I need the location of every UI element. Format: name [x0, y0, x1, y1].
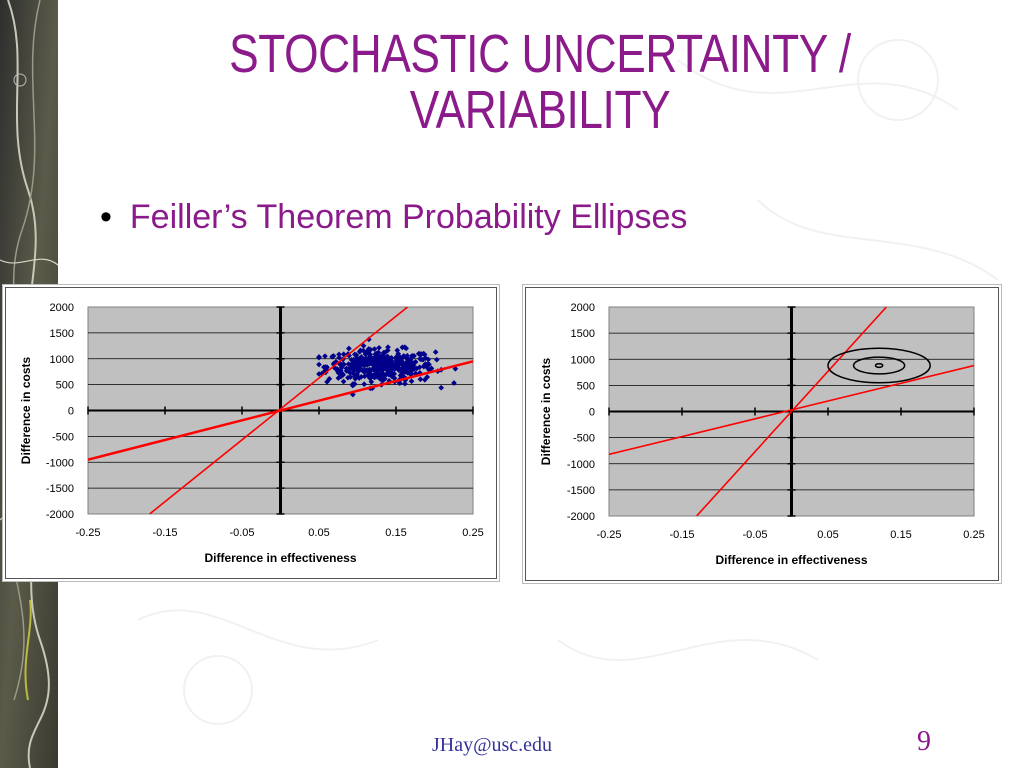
- ellipse-chart-box: 2000 1500 1000 500 0 -500 -1000 -1500 -2000 -0.25…: [525, 287, 999, 581]
- scatter-point: [316, 371, 322, 377]
- scatter-point: [393, 357, 400, 364]
- scatter-point: [425, 356, 432, 363]
- y-tick-label: -1000: [46, 457, 74, 469]
- x-tick-label: 0.05: [308, 527, 329, 539]
- probability-ellipse: [874, 362, 884, 369]
- background-watermark: [137, 39, 999, 725]
- scatter-point: [353, 355, 360, 361]
- scatter-point: [378, 353, 384, 360]
- scatter-point: [338, 373, 344, 380]
- scatter-point: [401, 361, 407, 367]
- scatter-point: [375, 370, 382, 377]
- slide-title: STOCHASTIC UNCERTAINTY / VARIABILITY: [171, 26, 909, 138]
- bullet-text: Feiller’s Theorem Probability Ellipses: [129, 198, 688, 236]
- scatter-point: [351, 360, 358, 366]
- y-axis-title: Difference in costs: [539, 357, 553, 465]
- bullet-item: • Feiller’s Theorem Probability Ellipses: [100, 198, 687, 237]
- x-tick-label: 0.05: [817, 529, 838, 541]
- title-line-2: VARIABILITY: [409, 80, 671, 140]
- scatter-chart: 2000 1500 1000 500 0 -500 -1000 -1500 -2000-0.25…: [19, 302, 484, 565]
- ratio-line: [88, 360, 473, 461]
- y-axis-title: Difference in costs: [19, 356, 33, 464]
- x-tick-label: 0.15: [385, 527, 406, 539]
- scatter-point: [321, 364, 327, 370]
- y-tick-label: 1500: [50, 328, 74, 340]
- footer-email: JHay@usc.edu: [432, 734, 553, 756]
- scatter-point: [378, 362, 385, 369]
- scatter-point: [336, 354, 343, 361]
- scatter-point: [364, 362, 371, 368]
- scatter-point: [415, 350, 422, 357]
- probability-ellipse: [852, 356, 906, 375]
- scatter-point: [324, 379, 330, 385]
- scatter-point: [351, 351, 358, 358]
- y-tick-label: 2000: [571, 302, 595, 314]
- y-tick-label: 1000: [571, 354, 595, 366]
- ratio-line: [609, 364, 974, 456]
- y-tick-label: 0: [68, 406, 74, 418]
- scatter-point: [365, 355, 372, 361]
- scatter-point: [336, 351, 342, 358]
- scatter-point: [426, 361, 432, 368]
- y-tick-label: -1000: [567, 459, 595, 471]
- scatter-point: [368, 367, 374, 373]
- y-tick-label: 1000: [50, 354, 74, 366]
- scatter-point: [411, 360, 417, 366]
- y-tick-label: -1500: [46, 483, 74, 495]
- page-number: 9: [917, 726, 931, 757]
- probability-ellipse: [827, 347, 931, 384]
- scatter-point: [356, 358, 363, 365]
- scatter-point: [384, 347, 391, 354]
- x-tick-label: 0.15: [890, 529, 911, 541]
- scatter-point: [421, 376, 428, 383]
- scatter-point: [390, 359, 396, 366]
- x-tick-label: -0.25: [596, 529, 621, 541]
- x-axis-title: Difference in effectiveness: [715, 553, 867, 567]
- bullet-dot-icon: •: [100, 198, 112, 236]
- x-tick-label: -0.05: [229, 527, 254, 539]
- scatter-point: [405, 366, 412, 373]
- y-tick-label: 500: [56, 380, 74, 392]
- scatter-point: [353, 363, 360, 370]
- y-tick-label: -2000: [46, 509, 74, 521]
- y-tick-label: 500: [577, 380, 595, 392]
- y-tick-label: -500: [573, 433, 595, 445]
- x-tick-label: 0.25: [963, 529, 984, 541]
- scatter-point: [451, 380, 457, 386]
- scatter-point: [402, 380, 408, 387]
- y-tick-label: -1500: [567, 485, 595, 497]
- data-marks: [609, 307, 974, 516]
- x-tick-label: 0.25: [462, 527, 483, 539]
- y-tick-label: 2000: [50, 302, 74, 314]
- x-tick-label: -0.05: [742, 529, 767, 541]
- x-tick-label: -0.15: [152, 527, 177, 539]
- x-tick-label: -0.25: [75, 527, 100, 539]
- scatter-point: [391, 370, 398, 377]
- x-tick-label: -0.15: [669, 529, 694, 541]
- ratio-line: [149, 307, 409, 514]
- scatter-point: [404, 352, 411, 359]
- scatter-point: [421, 362, 428, 369]
- y-tick-label: -500: [52, 431, 74, 443]
- y-tick-label: 0: [589, 407, 595, 419]
- scatter-point: [408, 378, 415, 385]
- ellipse-chart: 2000 1500 1000 500 0 -500 -1000 -1500 -2000-0.25…: [539, 302, 985, 567]
- scatter-point: [360, 368, 366, 374]
- ratio-line: [696, 307, 887, 516]
- data-marks: [88, 307, 473, 514]
- title-line-1: STOCHASTIC UNCERTAINTY /: [229, 24, 851, 84]
- x-axis-title: Difference in effectiveness: [204, 551, 356, 565]
- scatter-point: [347, 374, 354, 380]
- scatter-point: [316, 354, 322, 360]
- y-tick-label: -2000: [567, 511, 595, 523]
- scatter-point: [365, 373, 372, 379]
- scatter-point: [379, 370, 386, 376]
- y-tick-label: 1500: [571, 328, 595, 340]
- scatter-point: [335, 368, 341, 375]
- scatter-chart-box: 2000 1500 1000 500 0 -500 -1000 -1500 -2000 -0.25…: [5, 287, 497, 579]
